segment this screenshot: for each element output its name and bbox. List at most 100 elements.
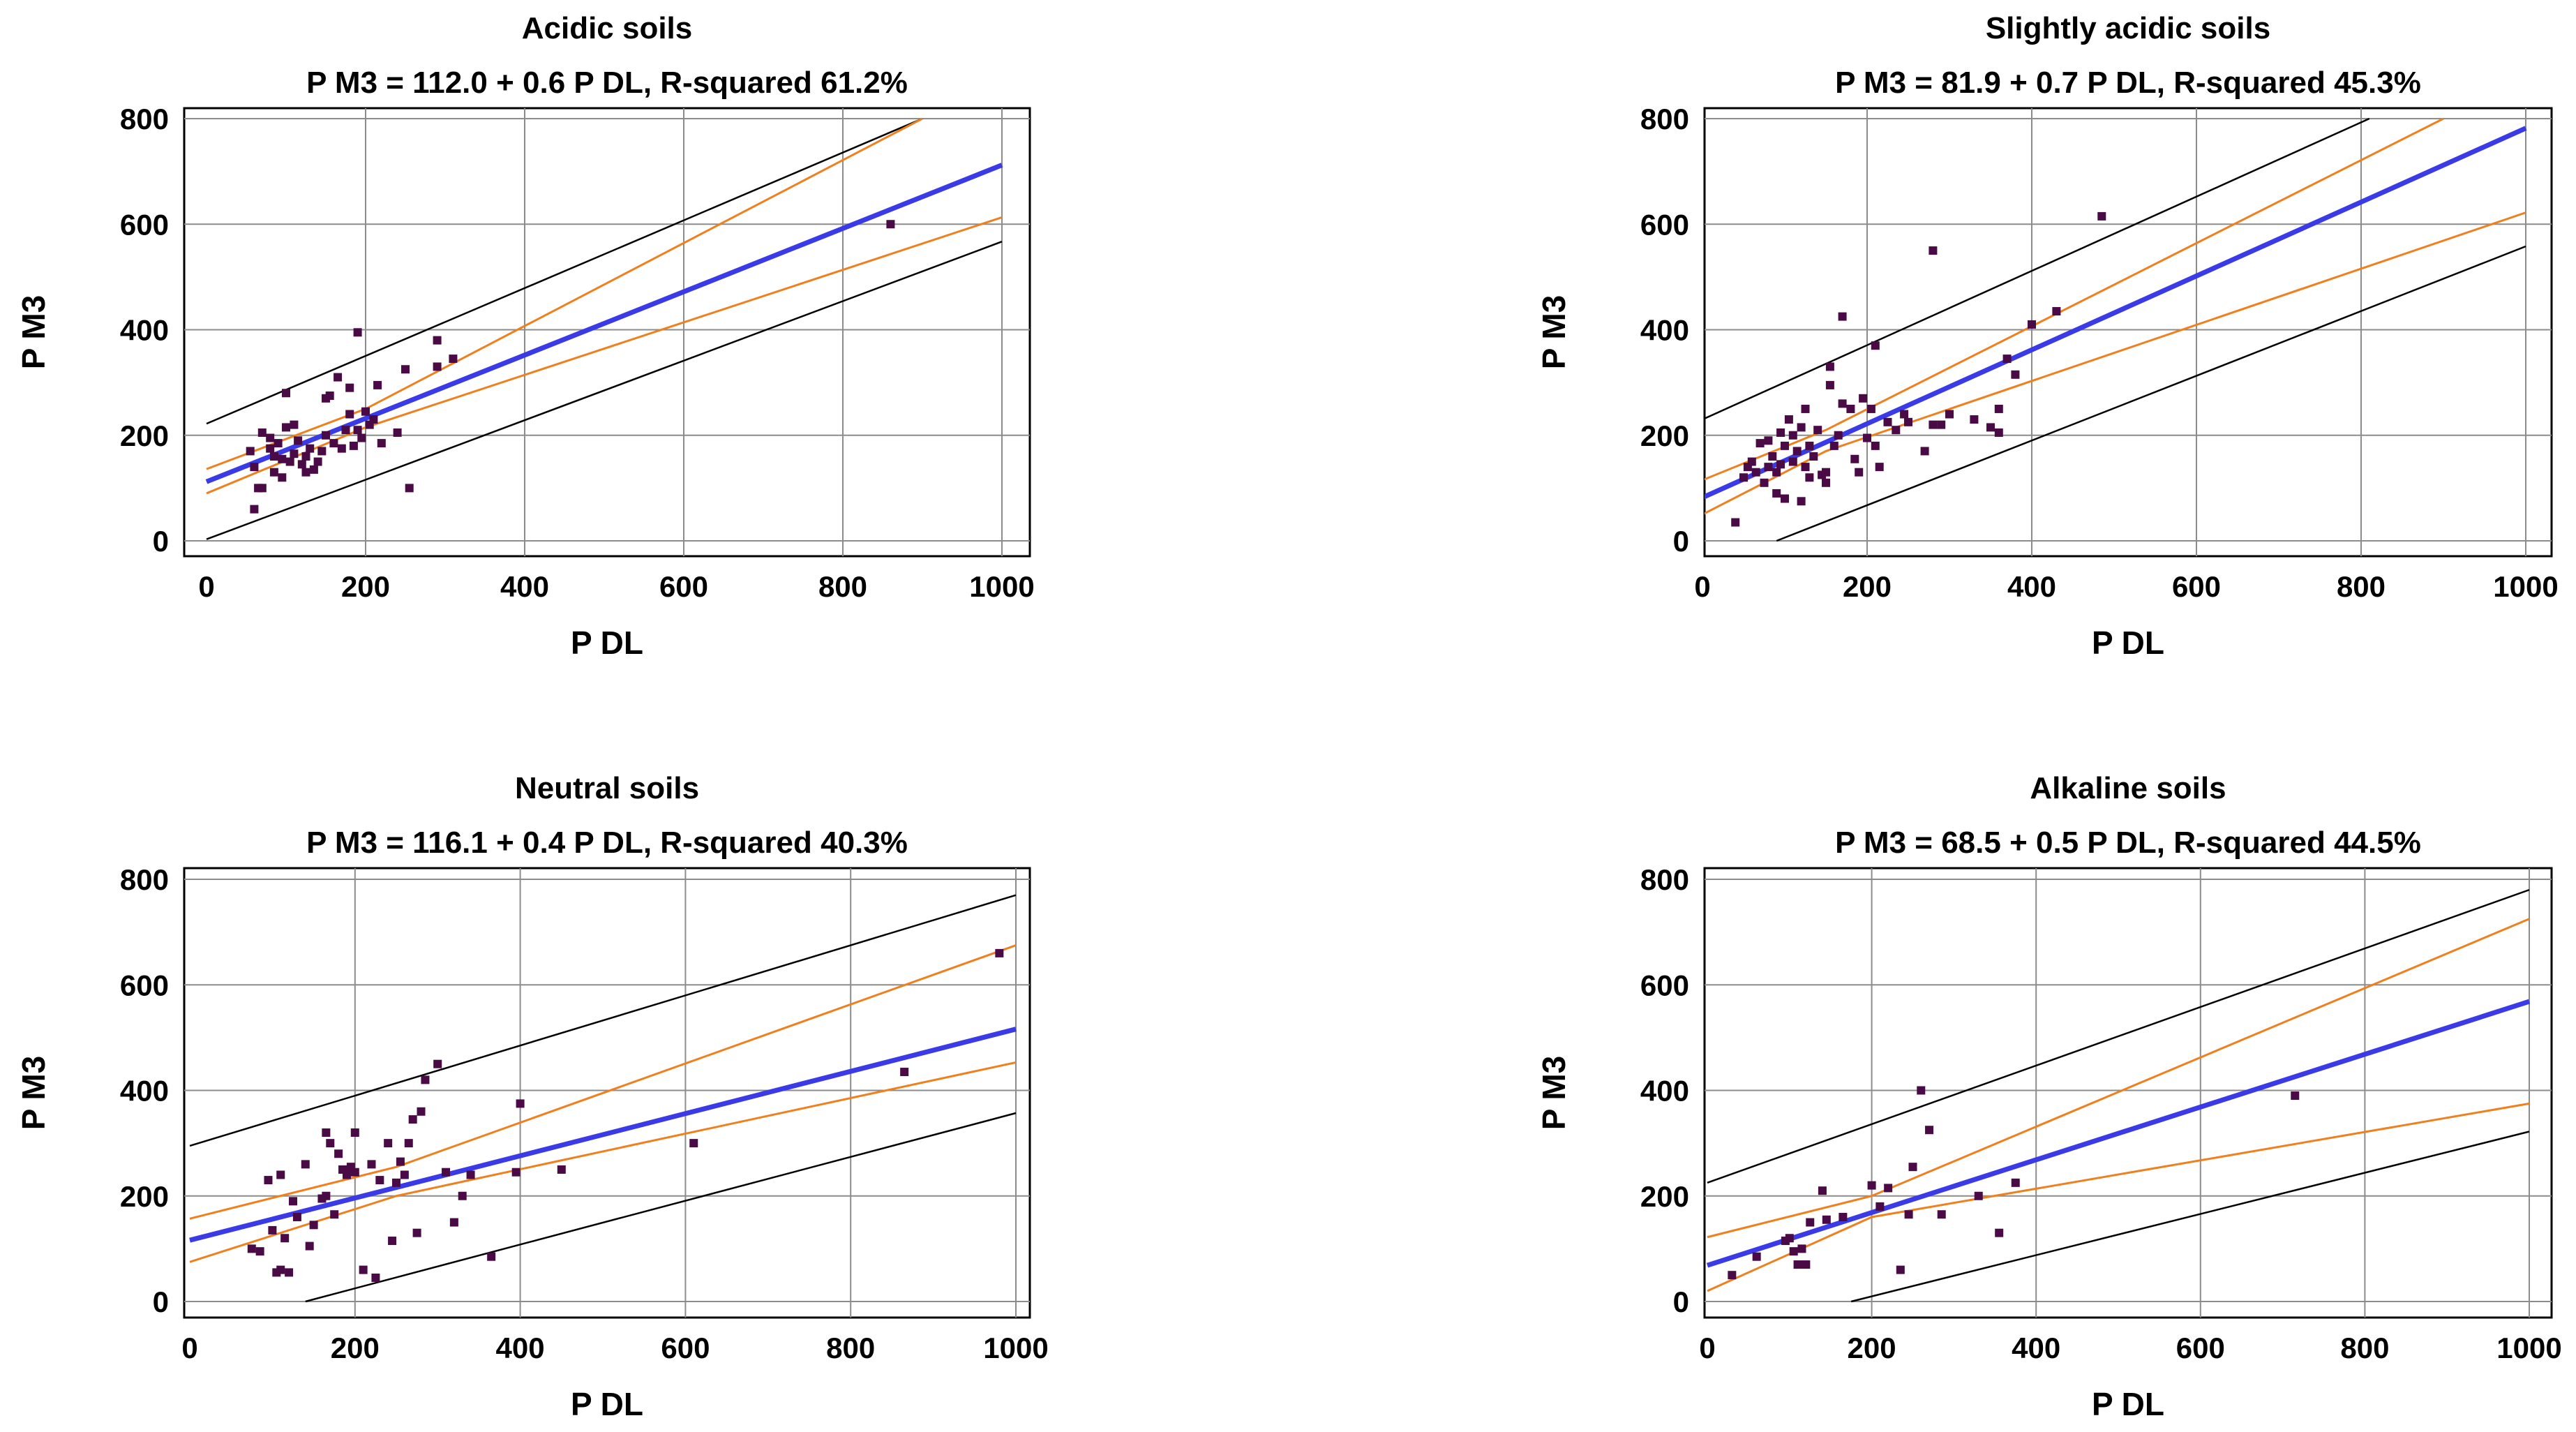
data-point [309,465,318,474]
data-point [309,1221,318,1230]
data-point [285,1268,294,1277]
data-point [1792,447,1802,456]
data-point [1994,404,2003,413]
data-point [1838,399,1847,408]
data-point [1813,426,1822,435]
chart-subtitle: P M3 = 116.1 + 0.4 P DL, R-squared 40.3% [306,826,908,860]
data-point [1768,452,1777,461]
data-point [1995,1228,2004,1237]
prediction-band-upper [189,894,1017,1147]
data-point [359,1265,368,1274]
data-point [511,1168,521,1177]
data-point [1937,420,1946,429]
data-point [1986,423,1995,432]
y-tick-label: 0 [1673,1285,1689,1318]
y-tick-label: 800 [1640,863,1689,896]
data-point [353,328,362,337]
prediction-band-upper [1705,117,2370,420]
data-point [250,463,259,472]
data-point [2052,307,2061,316]
data-point [254,484,263,493]
y-tick-label: 0 [153,1285,169,1318]
data-point [392,1178,400,1187]
data-point [301,452,310,461]
data-point [417,1107,426,1116]
prediction-band-upper [206,117,923,425]
x-tick-label: 400 [500,570,549,603]
y-tick-label: 600 [120,208,169,241]
data-point [1747,457,1756,466]
data-point [995,948,1004,957]
data-point [1818,1186,1827,1195]
data-point [269,452,278,461]
data-point [1785,1234,1794,1243]
data-point [1739,473,1748,482]
data-point [282,389,290,398]
x-tick-label: 0 [181,1332,197,1364]
data-point [371,1273,380,1282]
data-point [405,484,414,493]
data-point [1863,433,1871,442]
data-point [1871,441,1880,450]
data-point [1829,441,1839,450]
data-point [1752,1252,1761,1261]
data-point [1764,463,1773,472]
data-point [1883,417,1892,426]
data-point [294,436,303,445]
data-point [433,336,442,345]
data-point [1781,441,1789,450]
data-point [1797,423,1806,432]
data-point [264,1176,273,1185]
regression-line [1706,999,2531,1268]
confidence-band-upper [189,944,1017,1220]
y-tick-label: 400 [120,314,169,347]
data-point [1809,452,1818,461]
data-point [292,1213,301,1221]
data-point [1904,1210,1913,1219]
data-point [421,1075,430,1084]
data-point [400,1170,409,1179]
data-point [269,468,278,477]
data-point [449,355,458,364]
data-point [274,439,283,448]
data-point [1793,1260,1802,1269]
data-point [1825,362,1834,371]
data-point [349,441,358,450]
data-point [396,1157,405,1166]
data-point [266,444,275,453]
data-point [1822,478,1830,487]
x-tick-label: 800 [2337,570,2386,603]
y-tick-label: 400 [1640,1075,1689,1107]
chart-title: Neutral soils [515,771,699,805]
x-tick-label: 600 [661,1332,710,1364]
data-point [334,1149,343,1158]
data-point [301,468,310,477]
plot-frame [183,867,1031,1319]
x-tick-label: 800 [818,570,867,603]
y-tick-label: 600 [1640,208,1689,241]
data-point [1904,417,1912,426]
prediction-band-lower [1776,245,2526,542]
x-axis-label: P DL [571,625,643,661]
data-point [1896,1265,1905,1274]
data-point [1871,341,1880,350]
data-point [353,426,362,435]
x-tick-label: 0 [1694,570,1710,603]
data-point [325,391,334,401]
data-point [1838,312,1847,321]
data-point [2028,320,2036,329]
data-point [1784,415,1793,424]
data-point [1875,463,1884,472]
data-point [297,460,306,469]
data-point [458,1191,467,1200]
data-point [1892,426,1901,435]
plot-frame [1703,107,2553,558]
data-point [322,1128,331,1137]
data-point [1755,439,1765,448]
data-point [1788,431,1797,440]
data-point [280,1234,290,1243]
data-point [1834,431,1843,440]
prediction-band-upper [1707,888,2530,1184]
data-point [289,1197,297,1206]
data-point [1945,410,1954,419]
